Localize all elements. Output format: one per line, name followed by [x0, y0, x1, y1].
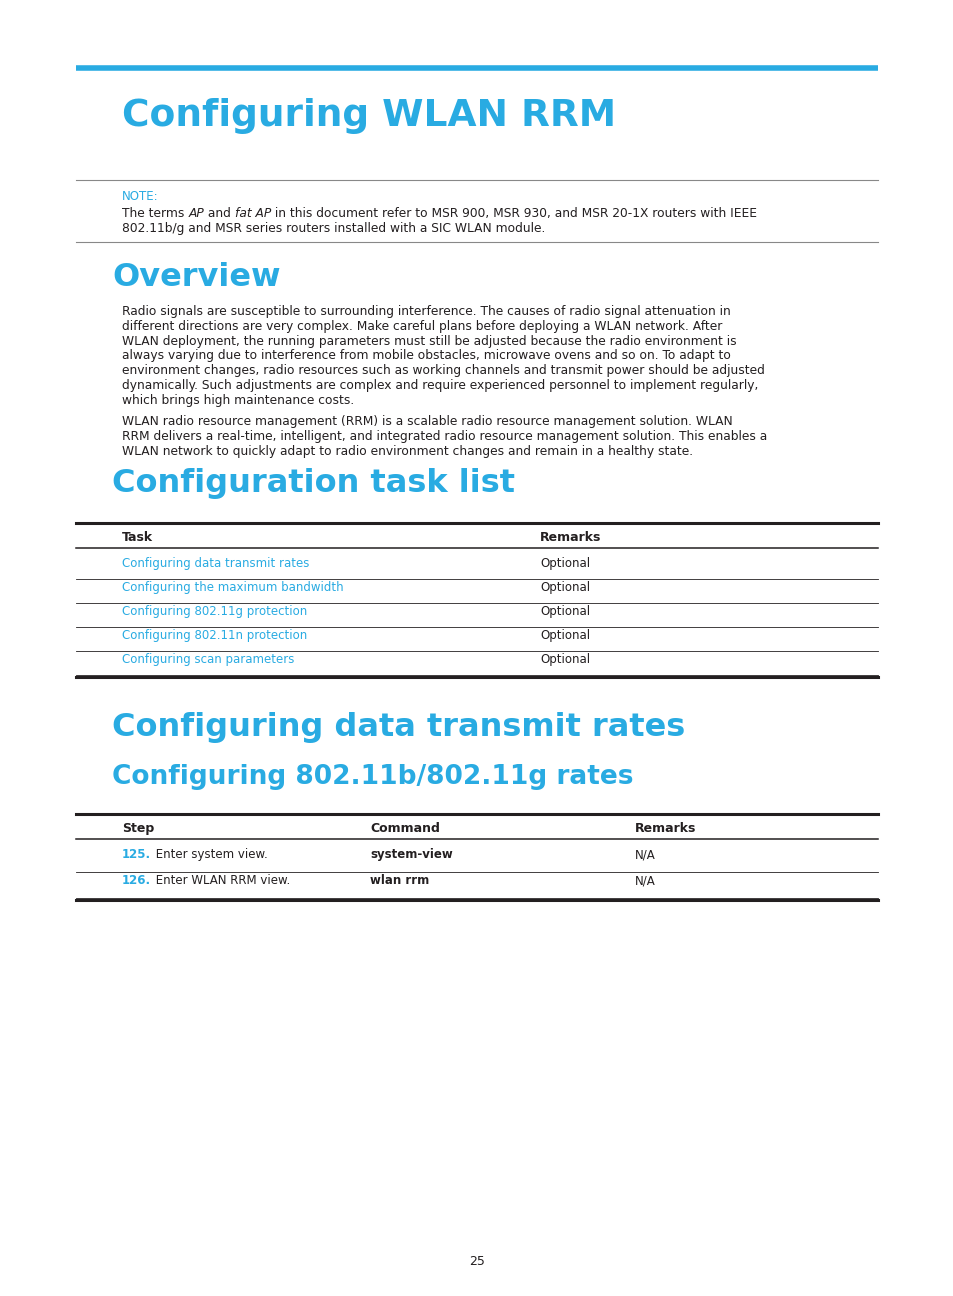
Text: 125.: 125.: [122, 848, 151, 861]
Text: 126.: 126.: [122, 874, 151, 886]
Text: WLAN deployment, the running parameters must still be adjusted because the radio: WLAN deployment, the running parameters …: [122, 334, 736, 347]
Text: Configuring data transmit rates: Configuring data transmit rates: [112, 712, 684, 743]
Text: Configuration task list: Configuration task list: [112, 468, 515, 499]
Text: 802.11b/g and MSR series routers installed with a SIC WLAN module.: 802.11b/g and MSR series routers install…: [122, 222, 545, 235]
Text: Remarks: Remarks: [635, 822, 696, 835]
Text: Optional: Optional: [539, 629, 590, 642]
Text: Configuring 802.11n protection: Configuring 802.11n protection: [122, 629, 307, 642]
Text: Step: Step: [122, 822, 154, 835]
Text: Task: Task: [122, 531, 153, 544]
Text: Optional: Optional: [539, 581, 590, 594]
Text: Configuring 802.11b/802.11g rates: Configuring 802.11b/802.11g rates: [112, 765, 633, 791]
Text: Configuring 802.11g protection: Configuring 802.11g protection: [122, 605, 307, 618]
Text: Enter system view.: Enter system view.: [152, 848, 268, 861]
Text: Remarks: Remarks: [539, 531, 600, 544]
Text: system-view: system-view: [370, 848, 453, 861]
Text: RRM delivers a real-time, intelligent, and integrated radio resource management : RRM delivers a real-time, intelligent, a…: [122, 430, 766, 443]
Text: AP: AP: [188, 207, 204, 220]
Text: Configuring the maximum bandwidth: Configuring the maximum bandwidth: [122, 581, 343, 594]
Text: Overview: Overview: [112, 262, 280, 293]
Text: NOTE:: NOTE:: [122, 191, 158, 203]
Text: 25: 25: [469, 1255, 484, 1267]
Text: wlan rrm: wlan rrm: [370, 874, 429, 886]
Text: Enter WLAN RRM view.: Enter WLAN RRM view.: [152, 874, 290, 886]
Text: always varying due to interference from mobile obstacles, microwave ovens and so: always varying due to interference from …: [122, 350, 730, 363]
Text: Command: Command: [370, 822, 439, 835]
Text: and: and: [204, 207, 234, 220]
Text: in this document refer to MSR 900, MSR 930, and MSR 20-1X routers with IEEE: in this document refer to MSR 900, MSR 9…: [271, 207, 757, 220]
Text: Optional: Optional: [539, 653, 590, 666]
Text: WLAN network to quickly adapt to radio environment changes and remain in a healt: WLAN network to quickly adapt to radio e…: [122, 445, 693, 457]
Text: N/A: N/A: [635, 874, 655, 886]
Text: Configuring WLAN RRM: Configuring WLAN RRM: [122, 98, 616, 133]
Text: different directions are very complex. Make careful plans before deploying a WLA: different directions are very complex. M…: [122, 320, 721, 333]
Text: The terms: The terms: [122, 207, 188, 220]
Text: WLAN radio resource management (RRM) is a scalable radio resource management sol: WLAN radio resource management (RRM) is …: [122, 415, 732, 428]
Text: Radio signals are susceptible to surrounding interference. The causes of radio s: Radio signals are susceptible to surroun…: [122, 305, 730, 318]
Text: Configuring data transmit rates: Configuring data transmit rates: [122, 557, 309, 570]
Text: dynamically. Such adjustments are complex and require experienced personnel to i: dynamically. Such adjustments are comple…: [122, 378, 758, 391]
Text: N/A: N/A: [635, 848, 655, 861]
Text: Optional: Optional: [539, 605, 590, 618]
Text: environment changes, radio resources such as working channels and transmit power: environment changes, radio resources suc…: [122, 364, 764, 377]
Text: which brings high maintenance costs.: which brings high maintenance costs.: [122, 394, 354, 407]
Text: Optional: Optional: [539, 557, 590, 570]
Text: Configuring scan parameters: Configuring scan parameters: [122, 653, 294, 666]
Text: fat AP: fat AP: [234, 207, 271, 220]
